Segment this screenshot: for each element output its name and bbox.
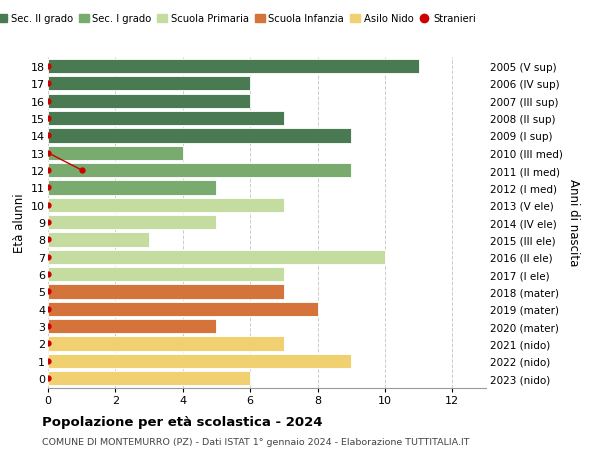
Bar [48,95,250,109]
Bar [48,302,317,316]
Bar [48,233,149,247]
Text: Popolazione per età scolastica - 2024: Popolazione per età scolastica - 2024 [42,415,323,428]
Legend: Sec. II grado, Sec. I grado, Scuola Primaria, Scuola Infanzia, Asilo Nido, Stran: Sec. II grado, Sec. I grado, Scuola Prim… [0,14,476,24]
Bar [48,354,351,368]
Bar [48,198,284,213]
Bar [48,163,351,178]
Bar [48,60,419,74]
Bar [48,129,351,143]
Text: COMUNE DI MONTEMURRO (PZ) - Dati ISTAT 1° gennaio 2024 - Elaborazione TUTTITALIA: COMUNE DI MONTEMURRO (PZ) - Dati ISTAT 1… [42,437,470,446]
Bar [48,371,250,386]
Bar [48,319,217,334]
Bar [48,216,217,230]
Bar [48,146,183,161]
Bar [48,250,385,264]
Bar [48,285,284,299]
Y-axis label: Anni di nascita: Anni di nascita [567,179,580,266]
Y-axis label: Età alunni: Età alunni [13,193,26,252]
Bar [48,268,284,282]
Bar [48,77,250,91]
Bar [48,336,284,351]
Bar [48,181,217,195]
Bar [48,112,284,126]
